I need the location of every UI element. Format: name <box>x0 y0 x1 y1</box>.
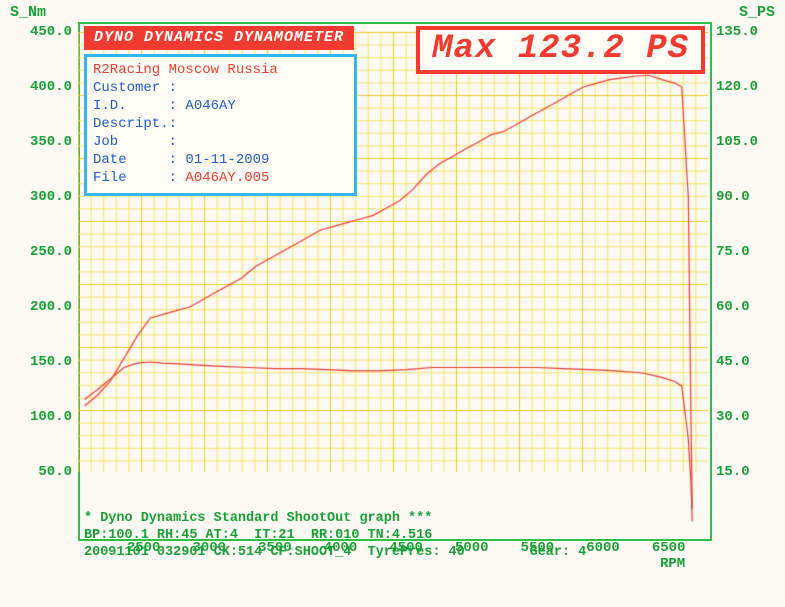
tick-right-120: 120.0 <box>716 79 771 95</box>
tick-right-30: 30.0 <box>716 409 771 425</box>
info-descript: Descript.: <box>93 115 348 133</box>
footer-line-2: BP:100.1 RH:45 AT:4 IT:21 RR:010 TN:4.51… <box>84 528 432 543</box>
tick-left-100: 100.0 <box>22 409 72 425</box>
tick-left-50: 50.0 <box>22 464 72 480</box>
tick-bottom-6500: 6500 <box>647 540 691 556</box>
info-date: Date : 01-11-2009 <box>93 151 348 169</box>
tick-left-400: 400.0 <box>22 79 72 95</box>
footer-block: * Dyno Dynamics Standard ShootOut graph … <box>84 510 586 561</box>
tick-right-90: 90.0 <box>716 189 771 205</box>
tick-right-15: 15.0 <box>716 464 771 480</box>
tick-right-105: 105.0 <box>716 134 771 150</box>
info-file: File : A046AY.005 <box>93 169 348 187</box>
title-band: DYNO DYNAMICS DYNAMOMETER <box>84 26 354 50</box>
info-job: Job : <box>93 133 348 151</box>
info-box: R2Racing Moscow Russia Customer : I.D. :… <box>84 54 357 196</box>
tick-left-250: 250.0 <box>22 244 72 260</box>
axis-title-bottom: RPM <box>660 556 685 572</box>
info-customer: Customer : <box>93 79 348 97</box>
tick-bottom-6000: 6000 <box>581 540 625 556</box>
tick-left-300: 300.0 <box>22 189 72 205</box>
axis-title-left: S_Nm <box>10 4 46 21</box>
footer-line-3: 20091101 032901 CK:514 CF:SHOOT_4 TyrePr… <box>84 545 586 560</box>
tick-right-135: 135.0 <box>716 24 771 40</box>
axis-title-right: S_PS <box>739 4 775 21</box>
tick-right-45: 45.0 <box>716 354 771 370</box>
max-readout: Max 123.2 PS <box>416 26 705 74</box>
tick-right-75: 75.0 <box>716 244 771 260</box>
tick-left-450: 450.0 <box>22 24 72 40</box>
tick-right-60: 60.0 <box>716 299 771 315</box>
tick-left-150: 150.0 <box>22 354 72 370</box>
footer-line-1: * Dyno Dynamics Standard ShootOut graph … <box>84 511 432 526</box>
info-org: R2Racing Moscow Russia <box>93 61 348 79</box>
tick-left-350: 350.0 <box>22 134 72 150</box>
info-id: I.D. : A046AY <box>93 97 348 115</box>
tick-left-200: 200.0 <box>22 299 72 315</box>
